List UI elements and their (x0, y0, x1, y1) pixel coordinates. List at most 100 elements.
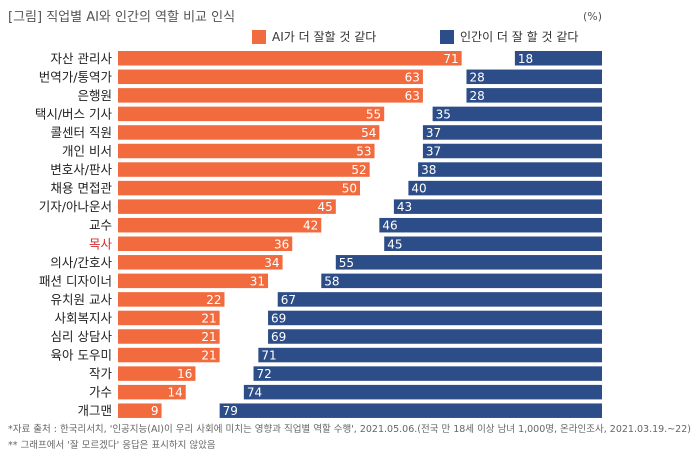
category-label: 가수 (89, 385, 112, 400)
bar-ai (118, 143, 375, 159)
legend-swatch-ai (252, 30, 266, 44)
category-label: 채용 면접관 (51, 181, 113, 196)
bar-ai (118, 125, 380, 140)
data-label-human: 55 (339, 256, 354, 270)
bar-human (466, 88, 602, 103)
bar-ai (118, 69, 423, 85)
category-label: 목사 (89, 236, 113, 251)
category-label: 패션 디자이너 (39, 273, 112, 288)
bar-human (422, 143, 602, 159)
bar-ai (118, 329, 220, 344)
bar-human (408, 180, 602, 196)
bar-human (393, 199, 602, 214)
data-label-ai: 22 (206, 293, 221, 307)
category-label: 번역가/통역가 (39, 69, 113, 84)
bar-human (466, 69, 602, 85)
data-label-ai: 9 (151, 404, 159, 418)
bar-human (418, 162, 602, 177)
bar-ai (118, 347, 220, 363)
bar-human (243, 384, 602, 400)
bar-ai (118, 106, 385, 122)
bar-ai (118, 162, 370, 177)
category-label: 택시/버스 기사 (35, 106, 113, 121)
category-label: 기자/아나운서 (39, 199, 112, 214)
data-label-human: 71 (261, 349, 276, 363)
category-label: 은행원 (77, 88, 112, 103)
data-label-ai: 71 (443, 52, 458, 66)
bar-ai (118, 236, 293, 251)
data-label-human: 69 (271, 311, 286, 325)
data-label-ai: 14 (167, 386, 182, 400)
data-label-human: 58 (324, 274, 339, 288)
data-label-human: 72 (257, 367, 272, 381)
unit-label: (%) (583, 10, 603, 23)
bar-human (335, 255, 602, 270)
data-label-human: 37 (426, 145, 441, 159)
category-label: 콜센터 직원 (51, 125, 112, 140)
data-label-human: 40 (411, 182, 426, 196)
data-label-human: 67 (281, 293, 296, 307)
data-label-human: 28 (469, 70, 484, 84)
data-label-ai: 21 (201, 330, 216, 344)
bar-human (514, 51, 602, 66)
bar-human (379, 217, 602, 233)
bar-human (422, 125, 602, 140)
bar-ai (118, 199, 336, 214)
data-label-ai: 53 (356, 145, 371, 159)
category-label: 심리 상담사 (51, 329, 113, 344)
bar-ai (118, 51, 462, 66)
data-label-ai: 42 (303, 219, 318, 233)
bar-human (268, 329, 602, 344)
data-label-human: 28 (469, 89, 484, 103)
data-label-ai: 52 (351, 163, 366, 177)
bar-ai (118, 180, 360, 196)
note-footnote: ** 그래프에서 '잘 모르겠다' 응답은 표시하지 않았음 (8, 440, 216, 451)
bar-ai (118, 255, 283, 270)
category-label: 변호사/판사 (50, 162, 112, 177)
category-label: 육아 도우미 (51, 348, 112, 363)
bar-human (268, 310, 602, 326)
data-label-ai: 36 (274, 237, 289, 251)
data-label-human: 74 (247, 386, 262, 400)
category-label: 개인 비서 (62, 144, 112, 159)
data-label-human: 43 (397, 200, 412, 214)
legend-label-ai: AI가 더 잘할 것 같다 (272, 30, 376, 44)
bar-ai (118, 366, 196, 381)
data-label-ai: 21 (201, 311, 216, 325)
data-label-human: 18 (518, 52, 533, 66)
category-label: 작가 (89, 366, 113, 381)
category-label: 의사/간호사 (50, 255, 112, 270)
bar-human (384, 236, 602, 251)
data-label-human: 45 (387, 237, 402, 251)
source-footnote: *자료 출처 : 한국리서치, '인공지능(AI)이 우리 사회에 미치는 영향… (8, 424, 691, 435)
bar-ai (118, 403, 162, 418)
bar-human (253, 366, 602, 381)
data-label-ai: 54 (361, 126, 376, 140)
data-label-ai: 63 (405, 70, 420, 84)
bar-human (277, 292, 602, 307)
data-label-ai: 55 (366, 107, 381, 121)
data-label-ai: 45 (318, 200, 333, 214)
data-label-human: 38 (421, 163, 436, 177)
data-label-human: 35 (436, 107, 451, 121)
category-label: 교수 (89, 218, 112, 233)
bar-ai (118, 217, 322, 233)
data-label-human: 46 (382, 219, 397, 233)
bar-ai (118, 273, 269, 289)
bar-ai (118, 292, 225, 307)
data-label-ai: 63 (405, 89, 420, 103)
bar-human (219, 403, 602, 418)
legend-swatch-human (440, 30, 454, 44)
category-label: 사회복지사 (54, 310, 112, 325)
data-label-ai: 50 (342, 182, 357, 196)
data-label-ai: 16 (177, 367, 192, 381)
data-label-human: 69 (271, 330, 286, 344)
category-label: 개그맨 (77, 403, 112, 418)
data-label-ai: 21 (201, 349, 216, 363)
bar-ai (118, 384, 186, 400)
bar-ai (118, 88, 423, 103)
chart-title: [그림] 직업별 AI와 인간의 역할 비교 인식 (8, 10, 236, 25)
legend-label-human: 인간이 더 잘 할 것 같다 (460, 30, 578, 44)
bar-human (258, 347, 602, 363)
